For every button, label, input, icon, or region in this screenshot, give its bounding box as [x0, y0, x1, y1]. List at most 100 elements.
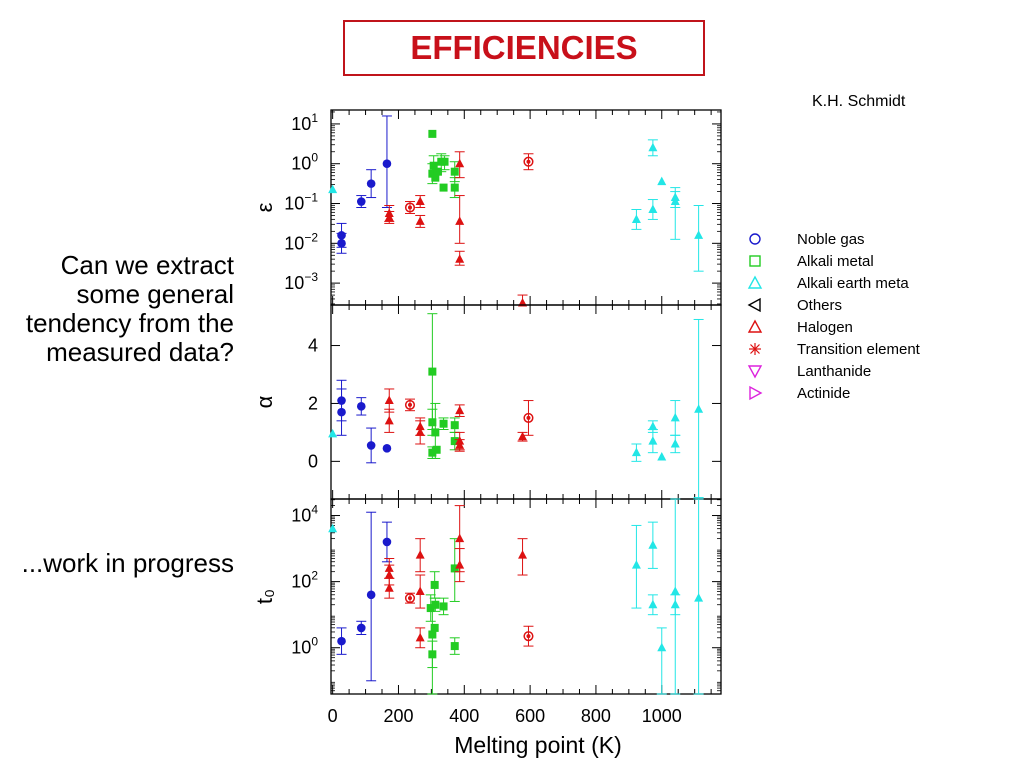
- data-point: [356, 197, 366, 206]
- data-point: [648, 142, 658, 152]
- data-point: [455, 158, 465, 168]
- data-point: [670, 586, 680, 596]
- data-point: [337, 636, 346, 646]
- data-point: [648, 599, 658, 609]
- data-point: [404, 593, 416, 604]
- data-point: [366, 590, 376, 600]
- y-tick-label: 100: [291, 151, 318, 174]
- data-point: [455, 560, 465, 569]
- x-tick-label: 1000: [642, 706, 682, 726]
- data-point: [382, 159, 392, 169]
- x-tick-label: 400: [449, 706, 479, 726]
- data-point: [450, 642, 459, 651]
- data-point: [382, 444, 392, 453]
- data-point: [356, 402, 366, 411]
- data-point: [439, 602, 448, 611]
- y-axis-label: α: [252, 395, 277, 408]
- legend-item: Transition element: [749, 341, 921, 358]
- data-point: [455, 216, 465, 225]
- y-tick-label: 101: [291, 111, 318, 134]
- legend-item: Halogen: [747, 319, 853, 336]
- data-point: [670, 192, 680, 202]
- data-point: [428, 650, 437, 659]
- legend-item: Others: [747, 297, 842, 314]
- data-point: [366, 179, 376, 188]
- data-point: [657, 176, 667, 186]
- data-point: [415, 632, 425, 642]
- data-point: [428, 630, 437, 639]
- data-point: [428, 367, 437, 376]
- data-point: [450, 564, 459, 573]
- data-point: [648, 204, 658, 213]
- data-point: [428, 448, 437, 457]
- legend-marker: [747, 319, 763, 333]
- data-point: [384, 570, 394, 579]
- legend-label: Alkali metal: [797, 253, 874, 270]
- data-point: [631, 214, 641, 223]
- data-point: [428, 418, 437, 427]
- data-point: [648, 436, 658, 445]
- data-point: [450, 183, 459, 192]
- legend-item: Actinide: [749, 385, 850, 402]
- y-tick-label: 2: [308, 393, 318, 413]
- data-point: [337, 239, 346, 248]
- y-axis-label: ε: [252, 202, 277, 212]
- data-point-center: [407, 205, 412, 210]
- data-point: [366, 441, 376, 450]
- data-point: [518, 550, 528, 559]
- data-point: [455, 405, 465, 415]
- data-point: [384, 212, 394, 221]
- data-point: [429, 161, 438, 170]
- data-point: [415, 216, 425, 225]
- data-point: [631, 447, 641, 457]
- data-point: [455, 254, 465, 263]
- x-tick-label: 600: [515, 706, 545, 726]
- legend-label: Actinide: [797, 385, 850, 402]
- data-point-center: [526, 415, 531, 420]
- author-label: K.H. Schmidt: [812, 93, 906, 110]
- question-text: Can we extract some general tendency fro…: [25, 250, 234, 367]
- data-point: [384, 583, 394, 592]
- data-point: [670, 412, 680, 422]
- legend-marker: [750, 344, 760, 354]
- data-point: [440, 157, 449, 166]
- y-tick-label: 10−1: [284, 191, 318, 214]
- data-point-center: [407, 596, 412, 601]
- y-tick-label: 0: [308, 451, 318, 471]
- legend-marker: [747, 365, 763, 379]
- y-tick-label: 10−2: [284, 230, 318, 253]
- data-point: [356, 623, 366, 633]
- data-point: [657, 452, 667, 461]
- data-point: [431, 428, 440, 437]
- legend-marker: [747, 275, 763, 289]
- data-point: [428, 129, 437, 138]
- data-point-center: [407, 402, 412, 407]
- data-point: [648, 421, 658, 431]
- data-point: [337, 407, 346, 417]
- data-point: [384, 395, 394, 405]
- legend-item: Noble gas: [749, 231, 865, 248]
- data-point: [432, 445, 441, 454]
- data-point: [694, 230, 704, 239]
- data-point-center: [526, 159, 531, 164]
- legend-label: Others: [797, 297, 842, 314]
- data-point-center: [526, 634, 531, 639]
- legend-label: Noble gas: [797, 231, 865, 248]
- data-point: [523, 631, 534, 642]
- x-axis-label: Melting point (K): [454, 732, 621, 758]
- data-point: [415, 427, 425, 436]
- data-point: [455, 440, 465, 449]
- legend-label: Halogen: [797, 319, 853, 336]
- data-point: [328, 523, 338, 533]
- data-point: [523, 412, 534, 423]
- title-box: EFFICIENCIES: [343, 20, 705, 76]
- data-point: [450, 167, 459, 176]
- data-point: [430, 580, 439, 589]
- data-point: [518, 431, 528, 441]
- data-point: [439, 419, 448, 428]
- legend-marker: [749, 255, 761, 267]
- x-tick-label: 200: [383, 706, 413, 726]
- data-point: [415, 550, 425, 559]
- data-point: [694, 404, 704, 413]
